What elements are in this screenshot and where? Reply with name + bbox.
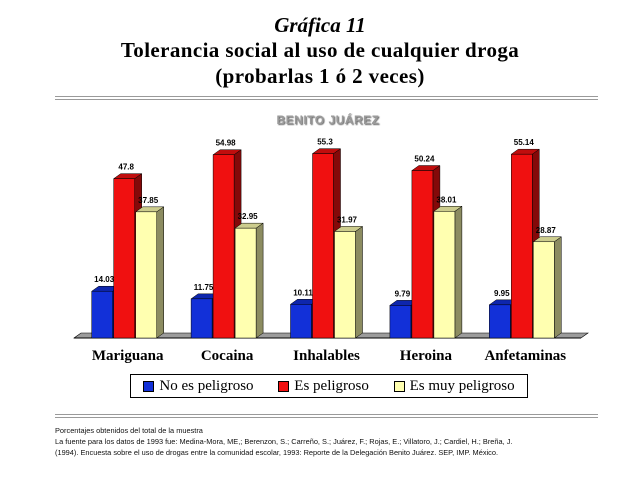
- legend-swatch-red: [278, 380, 290, 392]
- data-label: 31.97: [337, 215, 358, 224]
- data-label: 11.75: [194, 283, 214, 292]
- footnote-line: La fuente para los datos de 1993 fue: Me…: [55, 437, 513, 446]
- data-label: 28.87: [536, 226, 557, 235]
- chart-title-line1: Tolerancia social al uso de cualquier dr…: [120, 38, 520, 62]
- top-divider: [55, 96, 598, 100]
- data-label: 50.24: [414, 155, 435, 164]
- data-label: 14.03: [94, 275, 115, 284]
- bar: [532, 236, 563, 339]
- bar: [134, 206, 165, 339]
- chart-title-line2: (probarlas 1 ó 2 veces): [215, 64, 425, 88]
- category-label: Mariguana: [92, 348, 164, 364]
- legend-label: Es muy peligroso: [409, 377, 515, 394]
- chart-legend: No es peligroso Es peligroso Es muy peli…: [130, 374, 528, 398]
- bar: [234, 222, 264, 339]
- data-label: 32.95: [238, 212, 259, 221]
- chart-kicker: Gráfica 11: [274, 13, 366, 37]
- legend-item-es-peligroso: Es peligroso: [278, 378, 369, 395]
- data-label: 10.11: [293, 288, 313, 297]
- data-label: 55.14: [514, 138, 535, 147]
- category-label: Heroina: [400, 348, 453, 364]
- category-label: Cocaina: [201, 348, 254, 364]
- data-label: 9.95: [494, 289, 510, 298]
- data-label: 37.85: [138, 196, 159, 205]
- legend-item-no-es-peligroso: No es peligroso: [143, 377, 254, 395]
- footnote-line: (1994). Encuesta sobre el uso de drogas …: [55, 448, 499, 457]
- bottom-divider: [55, 414, 598, 418]
- bar: [333, 225, 364, 339]
- chart-subtitle: BENITO JUÁREZ: [277, 112, 380, 127]
- data-label: 9.79: [395, 289, 411, 298]
- data-label: 38.01: [436, 195, 457, 204]
- bar: [433, 205, 463, 339]
- data-label: 55.3: [317, 138, 333, 147]
- footnote-line: Porcentajes obtenidos del total de la mu…: [55, 426, 203, 435]
- legend-swatch-blue: [143, 380, 155, 392]
- data-label: 47.8: [118, 163, 134, 172]
- category-label: Inhalables: [293, 348, 360, 364]
- data-label: 54.98: [216, 139, 237, 148]
- legend-item-es-muy-peligroso: Es muy peligroso: [393, 377, 515, 395]
- legend-label: No es peligroso: [159, 377, 254, 394]
- category-label: Anfetaminas: [484, 348, 566, 364]
- legend-label: Es peligroso: [294, 377, 369, 394]
- legend-swatch-yellow: [393, 380, 405, 392]
